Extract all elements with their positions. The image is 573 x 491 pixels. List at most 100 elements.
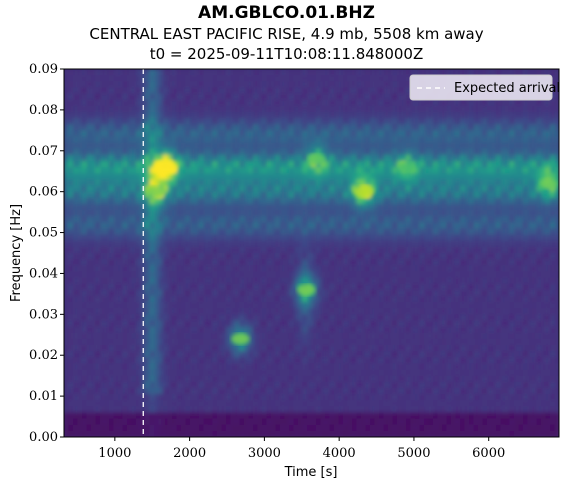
heatmap-cell xyxy=(221,381,227,389)
heatmap-cell xyxy=(262,345,268,352)
heatmap-cell xyxy=(136,320,142,328)
heatmap-cell xyxy=(401,381,407,389)
heatmap-cell xyxy=(379,136,385,144)
heatmap-cell xyxy=(149,240,155,248)
heatmap-cell xyxy=(352,203,358,211)
heatmap-cell xyxy=(176,203,182,211)
heatmap-cell xyxy=(392,203,398,211)
heatmap-cell xyxy=(383,375,389,383)
heatmap-cell xyxy=(424,136,430,144)
heatmap-cell xyxy=(167,136,173,144)
heatmap-cell xyxy=(352,430,358,437)
heatmap-cell xyxy=(271,240,277,248)
heatmap-cell xyxy=(271,234,277,242)
heatmap-cell xyxy=(356,308,362,315)
heatmap-cell xyxy=(172,406,178,414)
heatmap-cell xyxy=(221,216,227,223)
heatmap-cell xyxy=(289,302,295,309)
heatmap-cell xyxy=(221,430,227,437)
heatmap-cell xyxy=(185,99,191,107)
heatmap-cell xyxy=(284,424,290,432)
heatmap-cell xyxy=(401,148,407,156)
heatmap-cell xyxy=(158,430,164,437)
heatmap-cell xyxy=(199,234,205,242)
heatmap-cell xyxy=(127,118,133,125)
heatmap-cell xyxy=(307,394,313,401)
heatmap-cell xyxy=(68,277,74,285)
heatmap-cell xyxy=(104,406,110,414)
heatmap-cell xyxy=(91,69,97,76)
heatmap-cell xyxy=(154,375,160,383)
heatmap-cell xyxy=(257,381,263,389)
heatmap-cell xyxy=(248,314,254,322)
heatmap-cell xyxy=(221,424,227,432)
heatmap-cell xyxy=(145,283,151,291)
heatmap-cell xyxy=(302,308,308,315)
heatmap-cell xyxy=(163,406,169,414)
heatmap-cell xyxy=(415,289,421,297)
heatmap-cell xyxy=(208,246,214,254)
heatmap-cell xyxy=(347,332,353,340)
heatmap-cell xyxy=(334,302,340,309)
heatmap-cell xyxy=(145,314,151,322)
heatmap-cell xyxy=(253,197,259,205)
heatmap-cell xyxy=(127,295,133,303)
heatmap-cell xyxy=(370,332,376,340)
heatmap-cell xyxy=(289,167,295,174)
heatmap-cell xyxy=(172,179,178,187)
heatmap-cell xyxy=(266,418,272,426)
heatmap-cell xyxy=(352,148,358,156)
heatmap-cell xyxy=(293,167,299,174)
heatmap-cell xyxy=(185,148,191,156)
heatmap-cell xyxy=(82,302,88,309)
heatmap-cell xyxy=(397,93,403,101)
heatmap-cell xyxy=(226,124,232,131)
heatmap-cell xyxy=(406,295,412,303)
heatmap-cell xyxy=(235,191,241,199)
heatmap-cell xyxy=(122,124,128,131)
heatmap-cell xyxy=(118,265,124,272)
heatmap-cell xyxy=(365,81,371,88)
heatmap-cell xyxy=(293,228,299,236)
heatmap-cell xyxy=(145,338,151,346)
heatmap-cell xyxy=(199,381,205,389)
heatmap-cell xyxy=(194,185,200,193)
heatmap-cell xyxy=(194,345,200,352)
heatmap-cell xyxy=(181,345,187,352)
heatmap-cell xyxy=(298,375,304,383)
heatmap-cell xyxy=(82,394,88,401)
heatmap-cell xyxy=(109,75,115,82)
heatmap-cell xyxy=(217,369,223,377)
heatmap-cell xyxy=(419,283,425,291)
heatmap-cell xyxy=(104,332,110,340)
heatmap-cell xyxy=(140,332,146,340)
heatmap-cell xyxy=(127,81,133,88)
heatmap-cell xyxy=(325,197,331,205)
heatmap-cell xyxy=(113,87,119,95)
heatmap-cell xyxy=(311,387,317,395)
heatmap-cell xyxy=(176,69,182,76)
heatmap-cell xyxy=(293,302,299,309)
heatmap-cell xyxy=(235,271,241,279)
heatmap-cell xyxy=(415,295,421,303)
heatmap-cell xyxy=(379,289,385,297)
heatmap-cell xyxy=(154,289,160,297)
heatmap-cell xyxy=(190,308,196,315)
heatmap-cell xyxy=(86,357,92,364)
heatmap-cell xyxy=(118,351,124,358)
heatmap-cell xyxy=(433,394,439,401)
heatmap-cell xyxy=(320,320,326,328)
heatmap-cell xyxy=(221,338,227,346)
heatmap-cell xyxy=(95,75,101,82)
heatmap-cell xyxy=(199,197,205,205)
heatmap-cell xyxy=(208,308,214,315)
heatmap-cell xyxy=(230,363,236,371)
heatmap-cell xyxy=(352,289,358,297)
heatmap-cell xyxy=(145,161,151,168)
heatmap-cell xyxy=(91,197,97,205)
heatmap-cell xyxy=(73,136,79,144)
heatmap-cell xyxy=(343,406,349,414)
heatmap-cell xyxy=(257,302,263,309)
heatmap-cell xyxy=(266,111,272,119)
heatmap-cell xyxy=(379,105,385,113)
